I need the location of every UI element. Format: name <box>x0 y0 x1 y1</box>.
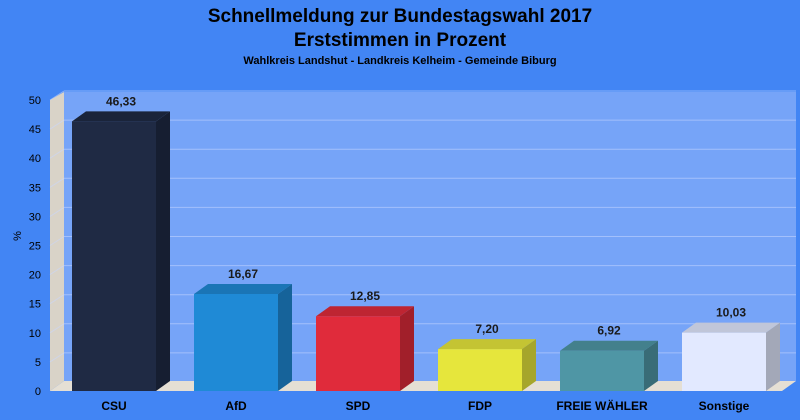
bar-side <box>278 283 292 391</box>
gridline-side <box>49 323 65 334</box>
x-tick-label: FREIE WÄHLER <box>556 398 648 413</box>
gridline-side <box>49 352 65 363</box>
bar-side <box>400 306 414 391</box>
y-tick-label: 50 <box>29 95 41 107</box>
y-tick-label: 45 <box>29 124 41 136</box>
data-label: 7,20 <box>475 322 499 336</box>
gridline-side <box>49 294 65 305</box>
bar-side <box>522 339 536 391</box>
bar-top <box>316 306 414 317</box>
chart-subtitle: Wahlkreis Landshut - Landkreis Kelheim -… <box>243 55 556 67</box>
x-tick-label: CSU <box>101 399 126 413</box>
y-tick-label: 40 <box>29 153 41 165</box>
y-tick-label: 15 <box>29 299 41 311</box>
gridline-side <box>49 119 65 130</box>
y-tick-label: 10 <box>29 328 41 340</box>
labels: 0 5 10 15 20 25 30 35 40 45 50 46,33 CSU 16,67 AfD 12,8… <box>29 94 750 413</box>
bar-top <box>438 339 536 350</box>
gridline-side <box>49 177 65 188</box>
x-tick-label: SPD <box>346 399 371 413</box>
chart-title: Schnellmeldung zur Bundestagswahl 2017 <box>208 6 592 27</box>
bar <box>194 293 278 391</box>
chart-title-line2: Erststimmen in Prozent <box>294 30 507 51</box>
bars <box>72 111 780 391</box>
bar-side <box>766 322 780 391</box>
data-label: 12,85 <box>350 289 380 303</box>
gridline-side <box>49 90 65 101</box>
bar <box>72 121 156 391</box>
y-axis-label: % <box>12 231 24 241</box>
bar <box>560 350 644 391</box>
bar <box>438 349 522 391</box>
y-tick-label: 30 <box>29 211 41 223</box>
data-label: 10,03 <box>716 306 746 320</box>
data-label: 46,33 <box>106 94 136 108</box>
y-tick-label: 5 <box>35 357 41 369</box>
bar-side <box>644 340 658 391</box>
bar <box>316 316 400 391</box>
y-tick-label: 0 <box>35 386 41 398</box>
bar-top <box>194 283 292 294</box>
x-tick-label: AfD <box>225 399 247 413</box>
gridlines <box>49 90 796 363</box>
gridline-side <box>49 265 65 276</box>
bar-top <box>560 340 658 351</box>
y-tick-label: 20 <box>29 270 41 282</box>
gridline-side <box>49 148 65 159</box>
bar-side <box>156 111 170 391</box>
bar-top <box>682 322 780 333</box>
data-label: 16,67 <box>228 267 258 281</box>
y-tick-label: 35 <box>29 182 41 194</box>
y-tick-label: 25 <box>29 241 41 253</box>
gridline-side <box>49 206 65 217</box>
x-tick-label: Sonstige <box>699 399 750 413</box>
data-label: 6,92 <box>597 324 621 338</box>
bar-top <box>72 111 170 122</box>
bar <box>682 332 766 391</box>
gridline-side <box>49 236 65 246</box>
x-tick-label: FDP <box>468 399 492 413</box>
